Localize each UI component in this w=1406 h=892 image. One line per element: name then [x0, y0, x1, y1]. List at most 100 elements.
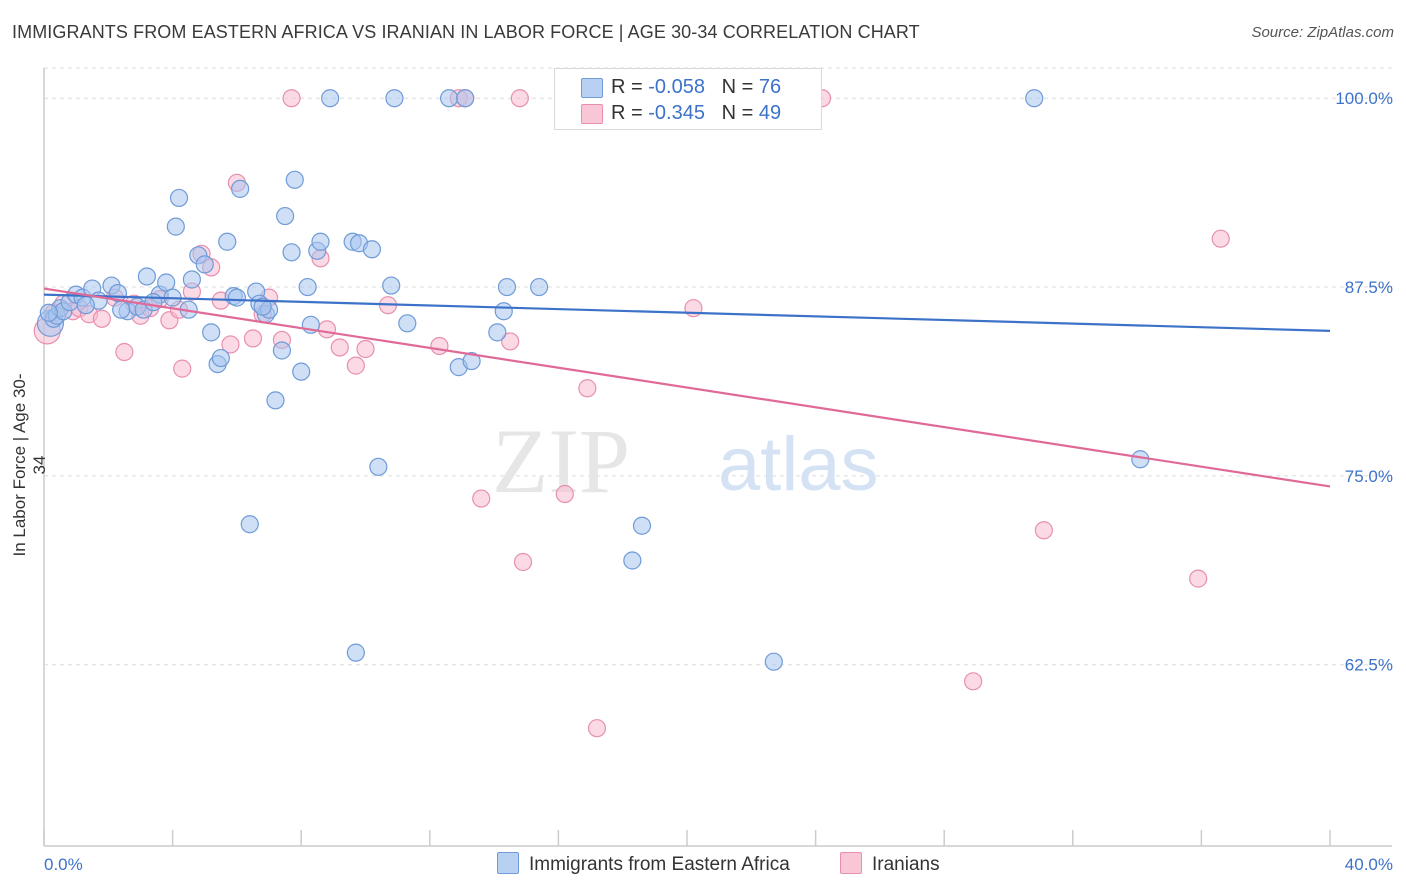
- bottom-legend-label-blue: Immigrants from Eastern Africa: [529, 854, 790, 875]
- point-iranians: [1189, 569, 1208, 588]
- y-tick-label: 62.5%: [1345, 656, 1393, 675]
- point-eastern-africa: [1025, 89, 1044, 108]
- point-iranians: [243, 329, 263, 348]
- point-eastern-africa: [398, 314, 417, 333]
- source-label: Source: ZipAtlas.com: [1251, 24, 1394, 41]
- point-eastern-africa: [285, 170, 304, 189]
- point-iranians: [115, 342, 134, 362]
- point-iranians: [173, 359, 192, 378]
- point-iranians: [555, 484, 574, 504]
- legend-n-label: N =: [721, 102, 759, 124]
- point-eastern-africa: [385, 89, 404, 108]
- trend-line-iranians: [43, 287, 1331, 488]
- point-iranians: [472, 489, 491, 508]
- legend-r-label: R =: [611, 76, 649, 98]
- watermark-atlas: atlas: [718, 422, 879, 507]
- legend-r-value: -0.345: [648, 102, 705, 124]
- point-eastern-africa: [362, 240, 382, 259]
- bottom-legend-swatch-blue: [497, 852, 519, 874]
- bottom-legend-swatch-pink: [840, 852, 862, 874]
- point-eastern-africa: [292, 362, 311, 381]
- point-eastern-africa: [76, 296, 95, 315]
- point-eastern-africa: [231, 179, 250, 198]
- point-eastern-africa: [266, 391, 285, 410]
- point-iranians: [501, 332, 520, 351]
- point-eastern-africa: [282, 243, 301, 262]
- point-eastern-africa: [623, 551, 642, 570]
- point-eastern-africa: [632, 516, 652, 535]
- point-eastern-africa: [462, 351, 481, 371]
- legend-n-label: N =: [721, 76, 759, 98]
- series-iranians: [33, 89, 1230, 738]
- point-iranians: [578, 379, 597, 398]
- point-eastern-africa: [497, 277, 517, 297]
- trend-line-eastern-africa: [43, 293, 1331, 332]
- axes: [43, 68, 1392, 847]
- point-eastern-africa: [195, 255, 214, 274]
- point-iranians: [1211, 229, 1230, 248]
- point-eastern-africa: [144, 293, 163, 312]
- x-tick-label-max: 40.0%: [1345, 855, 1393, 874]
- point-eastern-africa: [182, 270, 201, 289]
- chart-title: IMMIGRANTS FROM EASTERN AFRICA VS IRANIA…: [12, 22, 920, 42]
- y-tick-label: 100.0%: [1335, 89, 1393, 108]
- point-iranians: [587, 719, 607, 738]
- point-iranians: [510, 89, 529, 108]
- point-eastern-africa: [382, 276, 401, 295]
- legend-r-value: -0.058: [648, 76, 705, 98]
- point-eastern-africa: [456, 89, 475, 108]
- point-eastern-africa: [321, 89, 340, 108]
- legend-r-label: R =: [611, 102, 649, 124]
- point-eastern-africa: [272, 341, 292, 360]
- point-iranians: [1034, 521, 1053, 540]
- point-iranians: [221, 335, 240, 354]
- y-tick-label: 87.5%: [1345, 278, 1393, 297]
- point-iranians: [430, 336, 449, 356]
- point-eastern-africa: [218, 232, 237, 251]
- point-eastern-africa: [764, 652, 783, 671]
- point-iranians: [964, 672, 983, 691]
- point-eastern-africa: [488, 323, 507, 342]
- point-eastern-africa: [253, 297, 272, 316]
- y-tick-label: 75.0%: [1345, 467, 1393, 486]
- point-iranians: [92, 309, 111, 328]
- legend-n-value: 76: [758, 76, 782, 98]
- point-eastern-africa: [240, 515, 259, 534]
- tick-labels: 100.0% 87.5% 75.0% 62.5% 0.0% 40.0%: [44, 89, 1393, 874]
- point-eastern-africa: [227, 288, 246, 307]
- legend-swatch-pink: [581, 104, 603, 124]
- point-eastern-africa: [166, 217, 185, 236]
- point-eastern-africa: [169, 188, 189, 208]
- point-iranians: [513, 552, 533, 572]
- point-eastern-africa: [346, 643, 365, 662]
- point-eastern-africa: [202, 323, 221, 342]
- series-eastern-africa: [36, 89, 1150, 671]
- point-eastern-africa: [369, 457, 388, 476]
- point-eastern-africa: [530, 277, 549, 297]
- point-eastern-africa: [298, 277, 317, 297]
- point-eastern-africa: [311, 232, 330, 251]
- point-iranians: [317, 320, 337, 339]
- point-eastern-africa: [439, 89, 459, 108]
- point-eastern-africa: [112, 300, 131, 319]
- legend-n-value: 49: [758, 102, 782, 124]
- bottom-legend-eastern-africa: Immigrants from Eastern Africa: [497, 852, 790, 876]
- point-eastern-africa: [137, 267, 156, 286]
- point-eastern-africa: [276, 206, 295, 226]
- point-iranians: [356, 339, 375, 359]
- bottom-legend-iranians: Iranians: [840, 852, 940, 876]
- point-eastern-africa: [494, 302, 513, 321]
- point-iranians: [346, 356, 365, 375]
- correlation-legend: R = -0.058 N = 76 R = -0.345 N = 49: [554, 68, 822, 130]
- point-eastern-africa: [211, 348, 230, 368]
- bottom-legend-label-pink: Iranians: [872, 854, 940, 875]
- y-axis-label: In Labor Force | Age 30-34: [10, 373, 49, 557]
- point-iranians: [282, 89, 301, 108]
- point-eastern-africa: [39, 303, 58, 322]
- point-eastern-africa: [157, 273, 176, 292]
- trend-lines: [43, 287, 1331, 488]
- x-tick-label-min: 0.0%: [44, 855, 83, 874]
- point-iranians: [330, 338, 349, 357]
- legend-swatch-blue: [581, 78, 603, 98]
